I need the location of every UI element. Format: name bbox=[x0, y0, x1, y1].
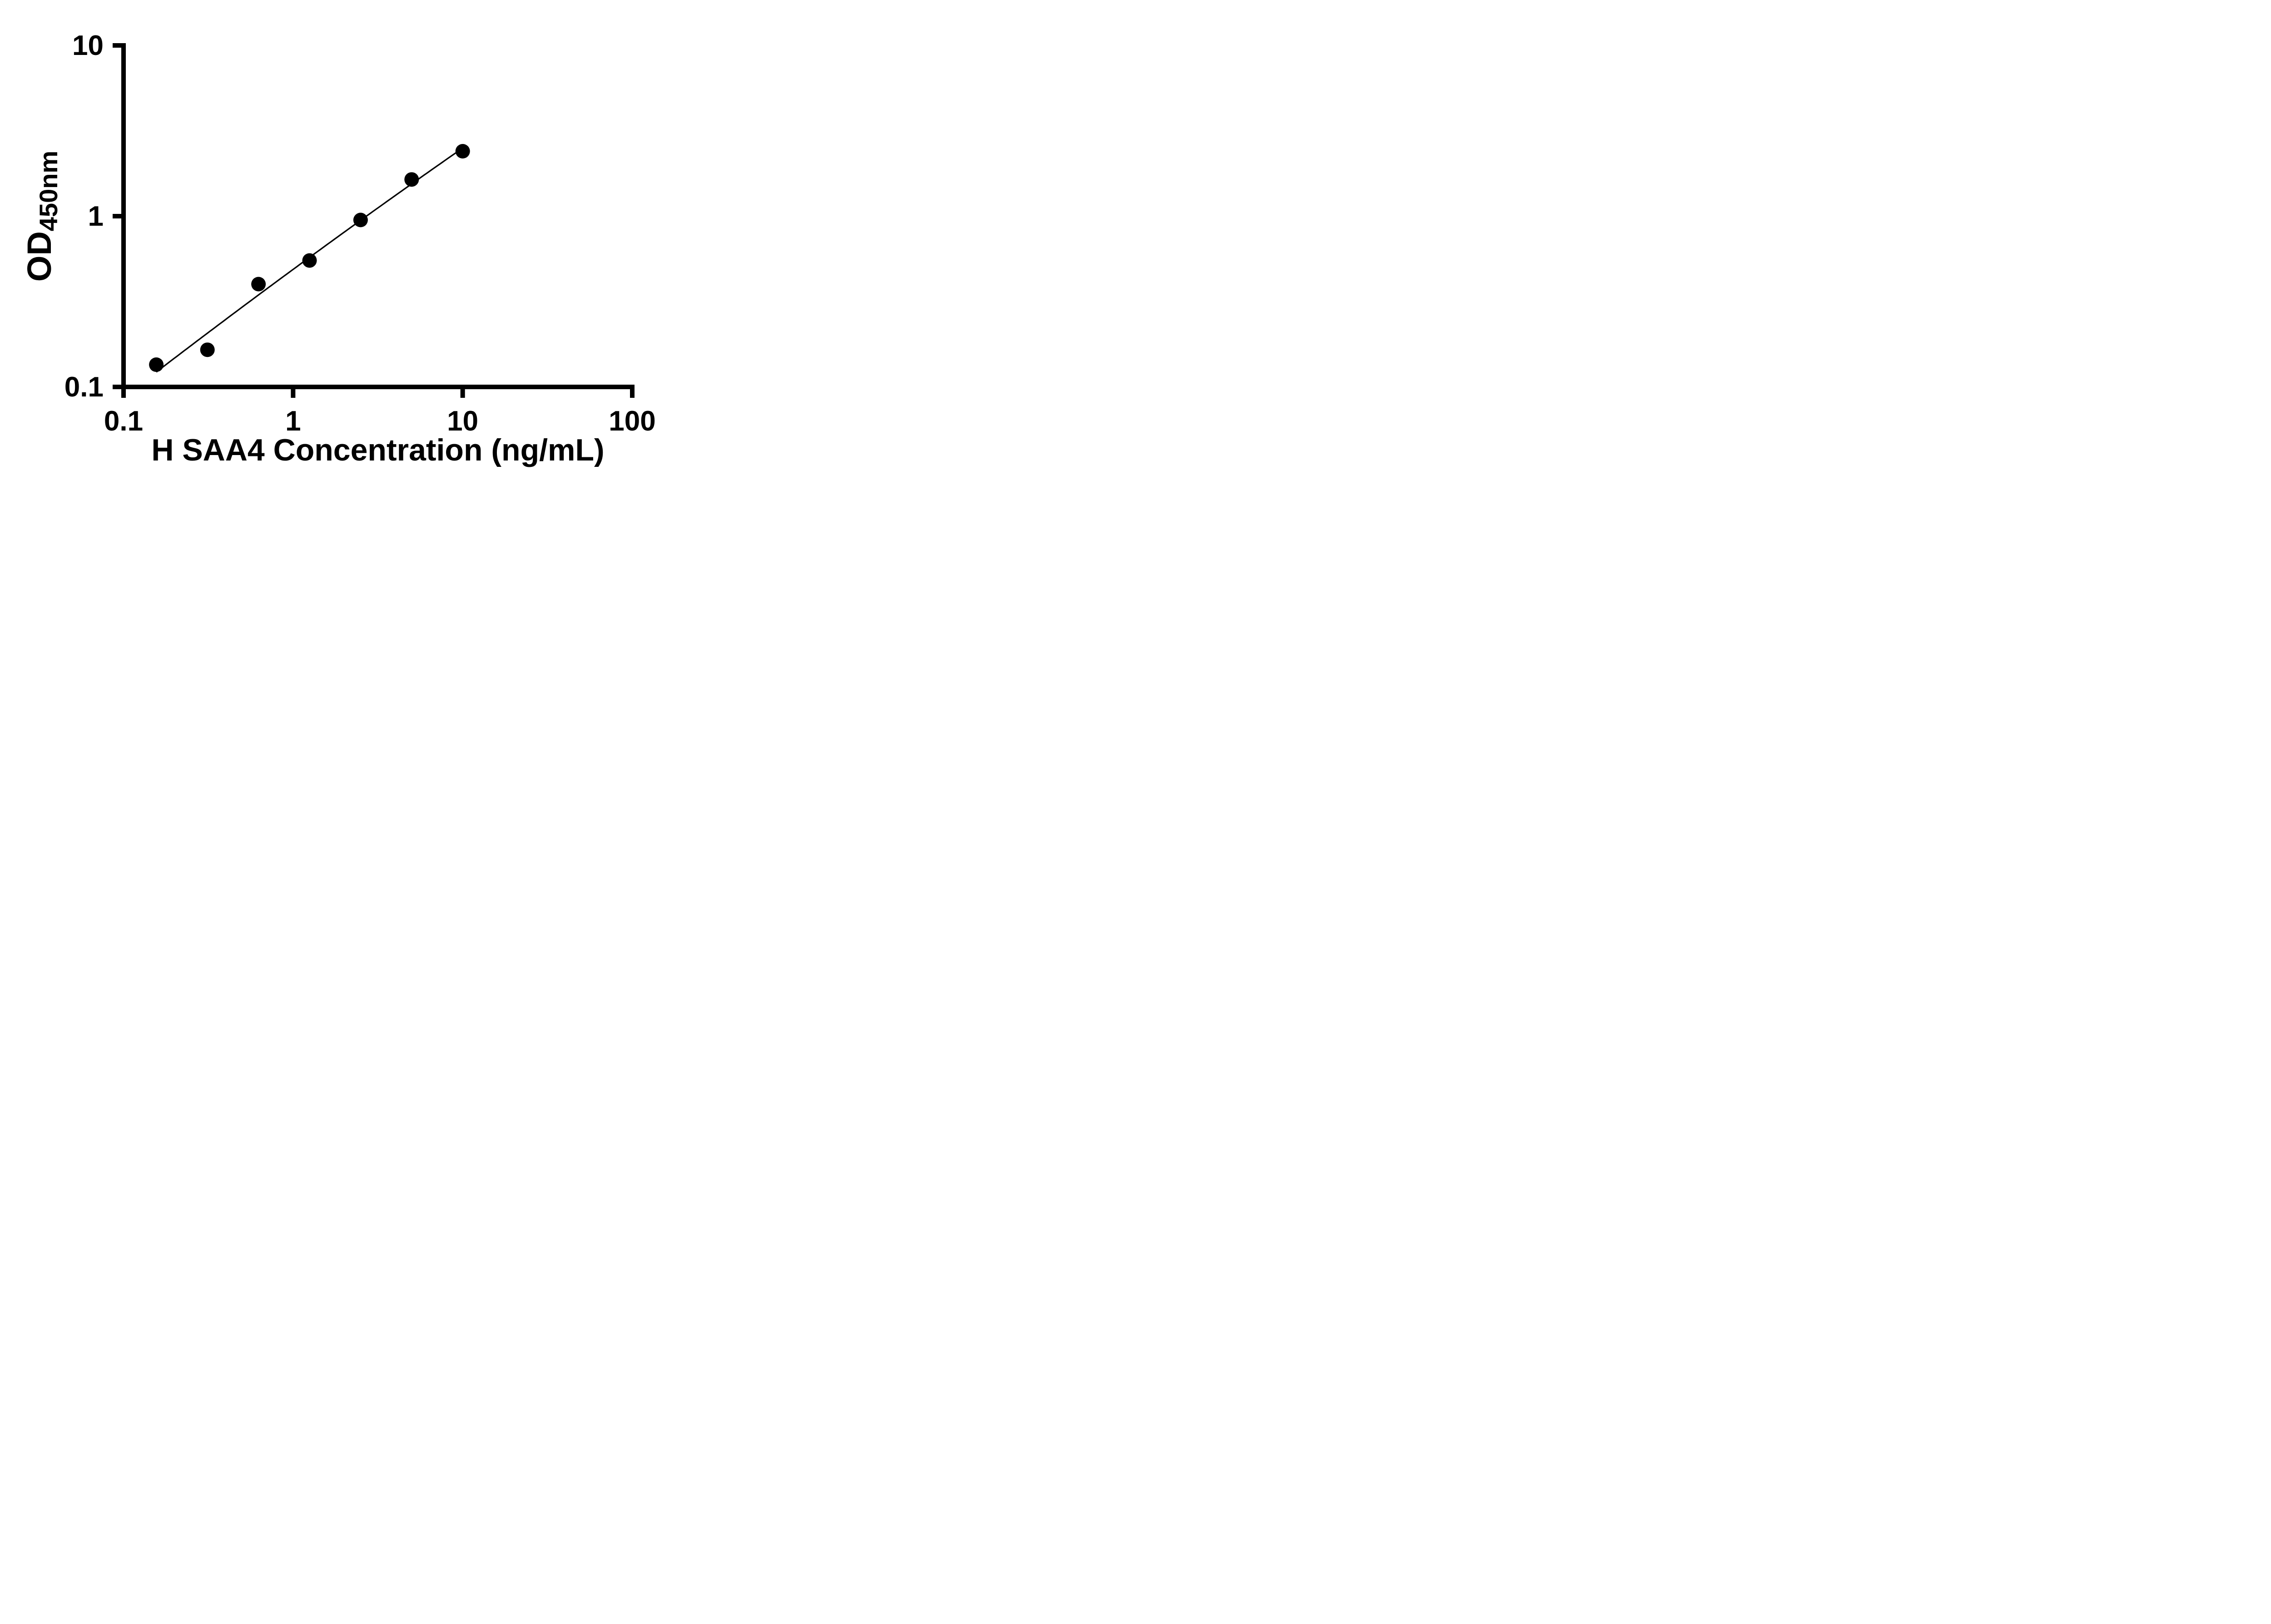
data-point bbox=[353, 213, 368, 228]
x-axis-tick-label: 100 bbox=[609, 406, 655, 437]
axes-spine bbox=[121, 43, 635, 389]
y-axis-tick-label: 1 bbox=[88, 201, 104, 232]
y-axis-title: OD450nm bbox=[20, 151, 63, 282]
x-axis-tick-label: 1 bbox=[285, 406, 301, 437]
y-axis-tick-label: 10 bbox=[72, 30, 104, 61]
standard-curve-page: 0.1 1 10 100 0.1 1 10 H SAA4 Concentration (ng… bbox=[0, 0, 690, 487]
x-axis-title: H SAA4 Concentration (ng/mL) bbox=[151, 433, 604, 467]
y-axis-title-sub: 450nm bbox=[34, 151, 63, 231]
plot-area: 0.1 1 10 100 0.1 1 10 bbox=[64, 30, 656, 437]
data-point bbox=[149, 357, 164, 372]
x-axis-tick-label: 0.1 bbox=[104, 406, 143, 437]
y-axis-tick-label: 0.1 bbox=[64, 371, 104, 403]
data-point bbox=[251, 277, 266, 292]
data-point bbox=[455, 144, 470, 158]
x-axis-tick-label: 10 bbox=[447, 406, 478, 437]
data-point bbox=[404, 172, 419, 187]
y-axis-title-main: OD bbox=[20, 231, 58, 282]
data-point bbox=[302, 253, 317, 268]
data-point bbox=[200, 342, 215, 357]
standard-curve-chart: 0.1 1 10 100 0.1 1 10 H SAA4 Concentration (ng… bbox=[20, 30, 656, 467]
